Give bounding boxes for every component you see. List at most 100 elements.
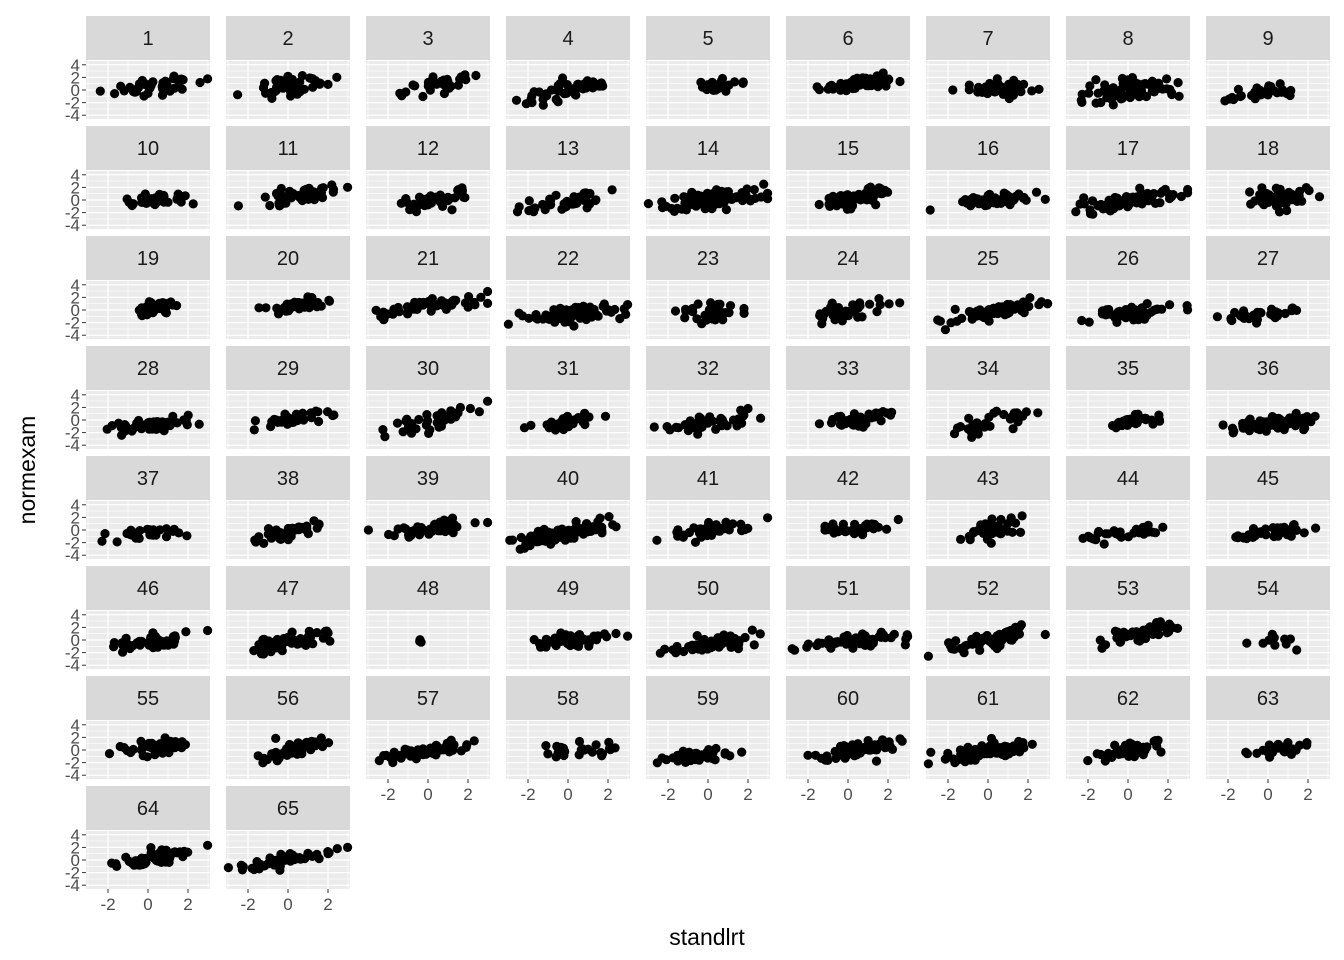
facet-panel-46: 46 [86,566,213,669]
y-tick-label: 4 [71,166,80,185]
data-point [556,742,566,752]
scatter-points [815,294,905,329]
y-tick-label: -2 [65,534,80,553]
data-point [308,639,318,649]
data-point [1034,300,1044,310]
data-point [885,741,895,752]
facet-strip [366,456,490,500]
data-point [670,306,681,316]
data-point [974,422,984,432]
data-point [974,636,984,646]
data-point [1287,190,1297,201]
data-point [1104,304,1114,315]
data-point [1304,415,1314,425]
data-point [1153,735,1163,746]
data-point [552,314,562,324]
data-point [933,315,943,325]
data-point [825,201,835,211]
data-point [316,733,326,743]
data-point [312,628,322,638]
y-tick-label: 4 [71,496,80,515]
data-point [824,635,834,645]
facet-strip-label: 49 [557,578,579,600]
data-point [871,756,882,766]
data-point [1014,410,1024,420]
data-point [1142,742,1152,752]
data-point [132,84,142,94]
facet-panel-13: 13 [506,126,630,229]
facet-strip [366,676,490,720]
data-point [427,294,437,304]
facet-strip-label: 11 [278,138,299,160]
data-point [155,189,165,199]
data-point [297,749,307,759]
y-tick-label: 0 [71,411,80,430]
facet-panel-38: 38 [226,456,350,559]
data-point [985,741,995,751]
facet-panel-39: 39 [363,456,493,559]
facet-panel-64: 64 [86,786,213,889]
data-point [1228,94,1239,105]
facet-strip-label: 34 [977,358,999,380]
data-point [150,198,160,208]
data-point [203,74,213,84]
scatter-points [122,189,198,211]
facet-strip-label: 37 [137,468,159,490]
scatter-points [949,406,1043,442]
data-point [258,644,268,654]
data-point [1218,420,1228,430]
data-point [1245,187,1255,197]
facet-strip [786,456,910,500]
data-point [1007,302,1017,312]
data-point [233,201,243,211]
data-point [1006,743,1017,753]
data-point [127,200,137,211]
data-point [853,739,863,749]
data-point [850,305,860,315]
data-point [550,532,560,542]
data-point [505,535,515,545]
data-point [402,745,412,755]
x-tick-label: -2 [940,785,955,804]
data-point [1119,81,1129,91]
facet-panel-25: 25 [926,236,1053,339]
data-point [708,416,718,426]
data-point [395,750,405,761]
scatter-points [371,286,493,325]
data-point [814,419,825,429]
facet-strip-label: 25 [977,248,999,270]
data-point [986,538,996,548]
data-point [961,747,971,757]
facet-strip-label: 27 [1257,248,1279,270]
data-point [1008,424,1018,434]
data-point [167,849,177,859]
facet-panel-23: 23 [646,236,770,339]
data-point [573,413,583,423]
data-point [141,853,151,863]
facet-strip-label: 26 [1117,248,1139,270]
y-tick-label: -2 [65,754,80,773]
data-point [975,645,985,656]
scatter-points [503,299,633,331]
y-tick-label: 0 [71,521,80,540]
data-point [832,201,842,211]
data-point [986,733,997,744]
data-point [290,298,300,308]
scatter-points [363,513,493,542]
scatter-points [505,511,621,554]
data-point [282,416,292,426]
data-point [926,747,936,757]
data-point [264,636,274,646]
data-point [943,748,953,759]
data-point [960,641,970,651]
facet-strip-label: 40 [557,468,579,490]
facet-strip-label: 19 [137,248,159,270]
data-point [870,740,880,750]
data-point [839,632,849,642]
data-point [318,633,328,643]
facet-strip-label: 8 [1122,28,1133,50]
data-point [574,736,585,747]
facet-panel-58: 58 [506,676,630,779]
facet-panel-55: 55 [86,676,210,779]
